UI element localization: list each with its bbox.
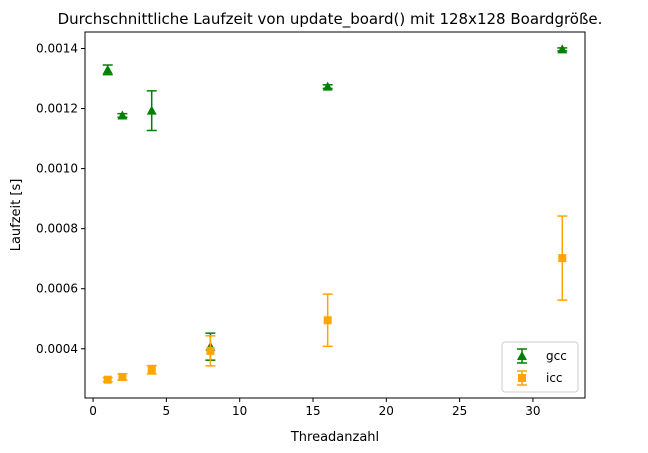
legend: gcc icc — [501, 341, 579, 393]
x-tick-label: 20 — [379, 404, 394, 418]
gcc-point — [117, 110, 128, 120]
x-tick-label: 10 — [232, 404, 247, 418]
y-axis: 0.0004 0.0006 0.0008 0.0010 0.0012 0.0014 — [36, 42, 85, 356]
y-tick-label: 0.0004 — [36, 342, 78, 356]
x-tick-label: 5 — [163, 404, 171, 418]
y-tick-label: 0.0008 — [36, 222, 78, 236]
legend-label-icc: icc — [546, 371, 563, 385]
y-tick-label: 0.0014 — [36, 42, 78, 56]
icc-point — [558, 254, 567, 263]
gcc-point — [102, 64, 113, 74]
icc-point — [118, 372, 127, 381]
plot-marks — [102, 44, 568, 384]
icc-point — [206, 346, 215, 355]
gcc-point — [322, 81, 333, 91]
icc-point — [323, 316, 332, 325]
gcc-point — [557, 44, 568, 54]
x-axis-label: Threadanzahl — [290, 430, 379, 445]
legend-marker-gcc — [517, 351, 527, 360]
gcc-point — [146, 105, 157, 115]
legend-label-gcc: gcc — [546, 349, 567, 363]
x-tick-label: 15 — [305, 404, 320, 418]
chart-title: Durchschnittliche Laufzeit von update_bo… — [58, 10, 603, 29]
x-axis: 0 5 10 15 20 25 30 — [89, 398, 541, 418]
y-tick-label: 0.0010 — [36, 162, 78, 176]
icc-point — [147, 365, 156, 374]
legend-marker-icc — [518, 374, 526, 382]
x-tick-label: 25 — [452, 404, 467, 418]
x-tick-label: 0 — [89, 404, 97, 418]
y-tick-label: 0.0012 — [36, 102, 78, 116]
y-tick-label: 0.0006 — [36, 282, 78, 296]
x-tick-label: 30 — [525, 404, 540, 418]
plot-frame — [84, 31, 586, 399]
icc-point — [103, 375, 112, 384]
y-axis-label: Laufzeit [s] — [9, 179, 24, 252]
